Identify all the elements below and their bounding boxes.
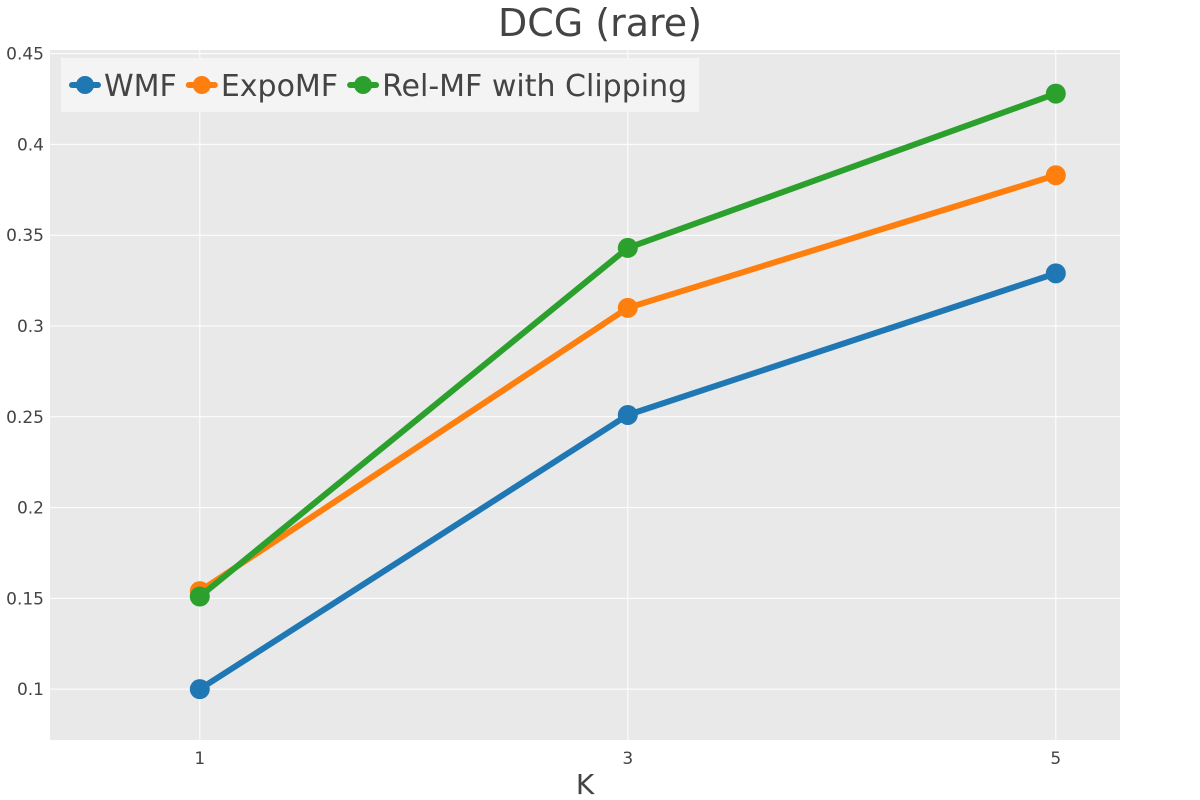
series-wmf (189, 263, 1066, 700)
legend-item[interactable]: ExpoMF (185, 69, 338, 104)
x-axis-ticks: 1 3 5 (194, 749, 1061, 769)
y-tick-label: 0.15 (6, 589, 44, 609)
series-lines (189, 83, 1066, 700)
data-point[interactable] (1045, 83, 1066, 104)
plot-background (50, 50, 1120, 740)
data-point[interactable] (189, 586, 210, 607)
data-point[interactable] (1045, 165, 1066, 186)
x-tick-label: 5 (1050, 749, 1061, 769)
y-tick-label: 0.3 (17, 317, 44, 337)
data-point[interactable] (189, 679, 210, 700)
x-tick-label: 1 (194, 749, 205, 769)
legend-item[interactable]: Rel-MF with Clipping (347, 69, 687, 104)
legend-label: ExpoMF (221, 69, 338, 104)
data-point[interactable] (617, 297, 638, 318)
data-point[interactable] (617, 237, 638, 258)
legend-marker-swatch (354, 76, 373, 94)
legend-label: Rel-MF with Clipping (382, 69, 687, 104)
y-tick-label: 0.2 (17, 499, 44, 519)
legend[interactable]: WMF ExpoMF Rel-MF with Clipping (61, 58, 700, 112)
legend-label: WMF (104, 69, 177, 104)
chart-title: DCG (rare) (498, 1, 702, 45)
y-tick-label: 0.4 (17, 135, 44, 155)
series-rel-mf-with-clipping (189, 83, 1066, 607)
gridlines (50, 50, 1120, 740)
x-axis-title: K (576, 768, 595, 800)
legend-item[interactable]: WMF (69, 69, 177, 104)
y-axis-ticks: 0.1 0.15 0.2 0.25 0.3 0.35 0.4 0.45 (6, 45, 44, 701)
data-point[interactable] (1045, 263, 1066, 284)
x-tick-label: 3 (622, 749, 633, 769)
legend-marker-swatch (192, 76, 211, 94)
y-tick-label: 0.1 (17, 680, 44, 700)
legend-background (61, 58, 700, 112)
legend-marker-swatch (76, 76, 94, 94)
y-tick-label: 0.35 (6, 226, 44, 246)
data-point[interactable] (617, 404, 638, 425)
y-tick-label: 0.25 (6, 408, 44, 428)
y-tick-label: 0.45 (6, 45, 44, 65)
